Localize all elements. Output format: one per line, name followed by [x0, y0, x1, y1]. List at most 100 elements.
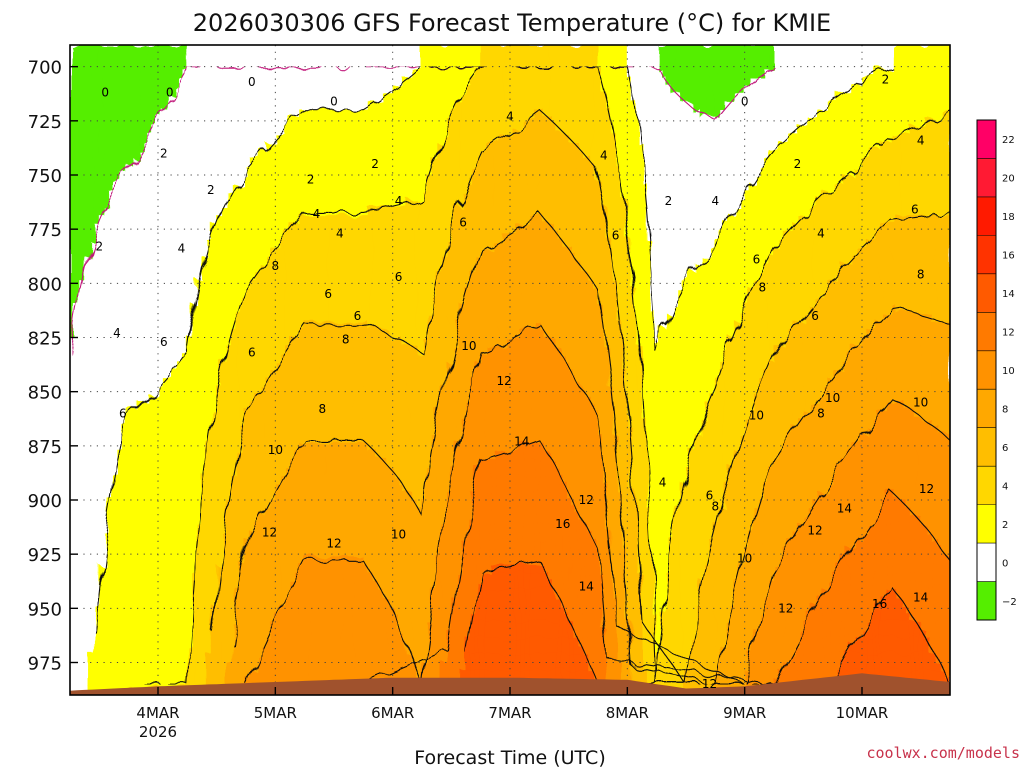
- contour-label: 4: [336, 227, 344, 241]
- y-tick-label: 775: [28, 220, 62, 241]
- contour-label: 4: [506, 110, 514, 124]
- colorbar-swatch: [977, 543, 996, 582]
- contour-label: 12: [262, 526, 277, 540]
- y-tick-label: 975: [28, 654, 62, 675]
- contour-label: 14: [837, 502, 852, 516]
- contour-label: 12: [702, 677, 717, 691]
- contour-label: 2: [665, 194, 673, 208]
- colorbar-label: 6: [1002, 443, 1008, 454]
- y-tick-label: 925: [28, 545, 62, 566]
- contour-label: 0: [330, 94, 338, 108]
- colorbar-swatch: [977, 504, 996, 544]
- contour-label: 0: [101, 86, 109, 100]
- contour-line-10: [245, 323, 950, 685]
- contour-label: 8: [318, 402, 326, 416]
- contour-label: 6: [324, 287, 332, 301]
- contour-label: 2: [96, 240, 104, 254]
- contour-label: 6: [119, 406, 127, 420]
- contour-label: 8: [917, 268, 925, 282]
- contour-label: 10: [461, 339, 476, 353]
- contour-label: 6: [706, 489, 714, 503]
- x-tick-label: 9MAR: [723, 704, 766, 722]
- chart-title: 2026030306 GFS Forecast Temperature (°C)…: [193, 9, 831, 37]
- colorbar-label: 8: [1002, 404, 1008, 415]
- contour-label: 0: [248, 75, 256, 89]
- colorbar-label: 0: [1002, 558, 1008, 569]
- colorbar-label: 4: [1002, 481, 1008, 492]
- contour-label: 10: [749, 409, 764, 423]
- contour-label: 10: [737, 552, 752, 566]
- contour-label: 4: [917, 133, 925, 147]
- contour-label: 6: [354, 309, 362, 323]
- colorbar-label: 12: [1002, 328, 1015, 339]
- contour-label: 2: [307, 172, 315, 186]
- contour-label: 6: [459, 216, 467, 230]
- contour-label: 0: [166, 86, 174, 100]
- colorbar-label: 20: [1002, 174, 1015, 185]
- contour-label: 2: [207, 183, 215, 197]
- colorbar-swatch: [977, 581, 996, 620]
- y-tick-label: 750: [28, 166, 62, 187]
- contour-label: 2: [371, 157, 379, 171]
- contour-label: 14: [514, 435, 529, 449]
- contour-line-14: [465, 560, 950, 685]
- colorbar-swatch: [977, 312, 996, 351]
- colorbar-swatch: [977, 350, 996, 390]
- contour-label: 10: [825, 391, 840, 405]
- y-tick-label: 850: [28, 383, 62, 404]
- y-tick-label: 900: [28, 491, 62, 512]
- colorbar-label: 14: [1002, 289, 1015, 300]
- contour-label: 6: [160, 335, 168, 349]
- colorbar-label: 16: [1002, 251, 1015, 262]
- colorbar-swatch: [977, 389, 996, 428]
- contour-label: 8: [817, 406, 825, 420]
- x-axis-label: Forecast Time (UTC): [414, 747, 605, 768]
- contour-label: 8: [272, 259, 280, 273]
- colorbar-label: 22: [1002, 135, 1015, 146]
- y-tick-label: 800: [28, 274, 62, 295]
- contour-label: 14: [913, 591, 928, 605]
- contour-label: 12: [778, 601, 793, 615]
- contour-label: 0: [741, 94, 749, 108]
- contour-label: 16: [872, 597, 887, 611]
- y-tick-label: 700: [28, 58, 62, 79]
- contour-label: 2: [160, 146, 168, 160]
- contour-line-8: [230, 211, 950, 685]
- colorbar-swatch: [977, 427, 996, 467]
- x-tick-label: 6MAR: [371, 704, 414, 722]
- contour-line-12: [304, 439, 950, 685]
- contour-label: 6: [612, 229, 620, 243]
- colorbar-label: 2: [1002, 520, 1008, 531]
- contour-line-2: [93, 66, 892, 632]
- colorbar-swatch: [977, 196, 996, 236]
- contour-label: 10: [268, 443, 283, 457]
- colorbar-swatch: [977, 120, 996, 159]
- contour-label: 2: [882, 73, 890, 87]
- colorbar-label: 18: [1002, 212, 1015, 223]
- contour-label: 10: [391, 528, 406, 542]
- contour-label: 4: [817, 227, 825, 241]
- colorbar-frame: [976, 119, 997, 621]
- contour-label: 4: [712, 194, 720, 208]
- x-tick-year: 2026: [139, 723, 177, 741]
- contour-label: 4: [600, 149, 608, 163]
- contour-label: 8: [342, 333, 350, 347]
- contour-label: 4: [313, 207, 321, 221]
- contour-label: 12: [496, 374, 511, 388]
- terrain-surface: [70, 673, 950, 695]
- contour-label: 10: [913, 396, 928, 410]
- contour-label: 4: [395, 194, 403, 208]
- x-tick-label: 5MAR: [254, 704, 297, 722]
- contour-label: 6: [248, 346, 256, 360]
- contour-label: 16: [555, 517, 570, 531]
- y-tick-label: 950: [28, 599, 62, 620]
- y-axis: 700 725 750 775 800 825 850 875 900 925 950 975: [28, 58, 78, 675]
- contour-label: 12: [807, 523, 822, 537]
- contour-label: 12: [326, 536, 341, 550]
- colorbar-swatch: [977, 158, 996, 197]
- contour-label: 4: [178, 242, 186, 256]
- x-tick-label: 10MAR: [836, 704, 889, 722]
- contour-label: 2: [794, 157, 802, 171]
